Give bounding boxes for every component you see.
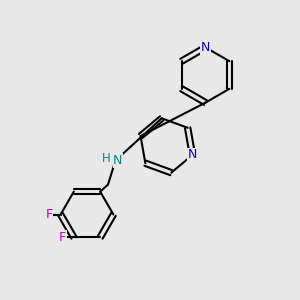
Text: F: F xyxy=(46,208,53,221)
Text: H: H xyxy=(102,152,111,166)
Text: F: F xyxy=(59,231,66,244)
Text: N: N xyxy=(201,41,210,54)
Text: N: N xyxy=(188,148,197,161)
Text: N: N xyxy=(113,154,123,167)
